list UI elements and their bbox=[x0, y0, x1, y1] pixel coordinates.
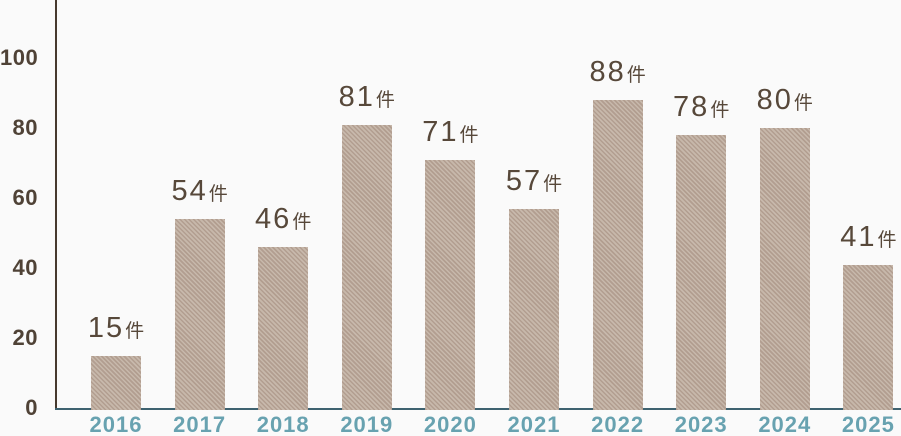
bar-value-label: 54件 bbox=[135, 174, 265, 213]
y-axis-line bbox=[55, 0, 57, 410]
x-axis-line bbox=[55, 408, 901, 410]
bar-2024 bbox=[759, 128, 810, 410]
bar-2018 bbox=[258, 247, 309, 410]
y-tick-label: 100 bbox=[0, 45, 39, 70]
bar-value-number: 54 bbox=[171, 175, 208, 207]
bar-2023 bbox=[676, 135, 727, 410]
bar-2017 bbox=[174, 219, 225, 410]
bar-2025 bbox=[843, 264, 894, 410]
bar-value-number: 81 bbox=[338, 80, 375, 113]
bar-value-unit: 件 bbox=[125, 320, 145, 342]
bar-value-unit: 件 bbox=[208, 184, 228, 205]
x-tick-label-2024: 2024 bbox=[758, 412, 812, 436]
x-tick-label-2017: 2017 bbox=[173, 412, 227, 436]
bar-value-unit: 件 bbox=[543, 173, 563, 195]
bar-value-label: 15件 bbox=[51, 311, 181, 350]
y-tick-label: 0 bbox=[25, 395, 38, 420]
x-tick-label-2022: 2022 bbox=[591, 412, 645, 436]
bar-value-unit: 件 bbox=[375, 89, 395, 111]
bar-value-label: 80件 bbox=[720, 83, 850, 122]
x-tick-label-2018: 2018 bbox=[256, 412, 310, 436]
bar-value-number: 57 bbox=[505, 164, 543, 197]
bar-value-number: 15 bbox=[87, 311, 125, 344]
bar-value-unit: 件 bbox=[877, 229, 897, 251]
x-tick-label-2019: 2019 bbox=[340, 412, 394, 436]
y-tick-label: 20 bbox=[12, 325, 38, 350]
bar-value-unit: 件 bbox=[292, 212, 312, 233]
y-tick-label: 40 bbox=[12, 255, 38, 280]
bar-2022 bbox=[592, 100, 643, 410]
bar-value-unit: 件 bbox=[793, 93, 813, 114]
bar-value-number: 80 bbox=[756, 84, 793, 116]
bar-2016 bbox=[91, 355, 141, 410]
bar-value-number: 88 bbox=[589, 56, 626, 88]
x-tick-label-2021: 2021 bbox=[507, 412, 561, 436]
y-tick-label: 60 bbox=[12, 185, 38, 210]
x-tick-label-2016: 2016 bbox=[89, 412, 143, 436]
bar-value-label: 81件 bbox=[302, 80, 432, 119]
bar-value-unit: 件 bbox=[459, 124, 479, 146]
x-tick-label-2023: 2023 bbox=[674, 412, 728, 436]
x-tick-label-2020: 2020 bbox=[423, 412, 477, 436]
bar-value-unit: 件 bbox=[626, 65, 646, 86]
bar-value-label: 41件 bbox=[803, 220, 901, 259]
y-tick-label: 80 bbox=[12, 115, 38, 140]
bar-value-label: 57件 bbox=[469, 164, 599, 203]
bar-value-number: 71 bbox=[422, 115, 459, 148]
bar-value-label: 46件 bbox=[218, 202, 348, 241]
bar-value-label: 78件 bbox=[636, 90, 766, 129]
bar-value-number: 41 bbox=[840, 220, 877, 253]
x-tick-label-2025: 2025 bbox=[841, 412, 895, 436]
bar-2021 bbox=[509, 208, 559, 410]
bar-value-label: 71件 bbox=[385, 115, 515, 154]
bar-value-unit: 件 bbox=[710, 100, 730, 121]
bar-value-label: 88件 bbox=[553, 55, 683, 94]
bar-value-number: 46 bbox=[255, 203, 292, 235]
bar-2020 bbox=[425, 159, 476, 410]
bar-2019 bbox=[341, 124, 392, 410]
bar-value-number: 78 bbox=[673, 91, 710, 123]
